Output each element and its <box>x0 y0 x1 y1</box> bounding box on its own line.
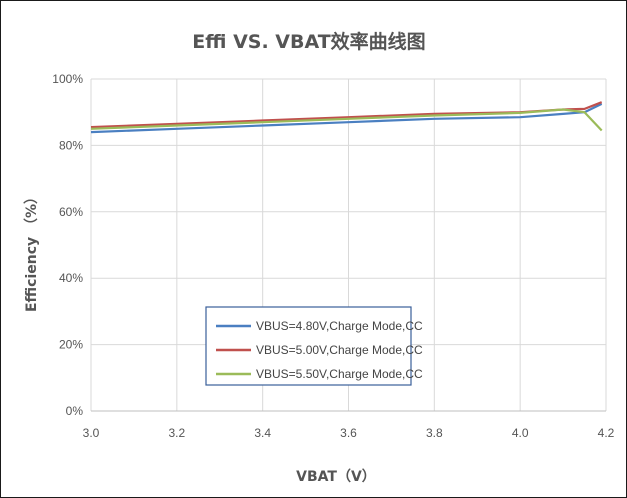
x-axis-title: VBAT（V） <box>296 469 376 485</box>
y-tick-label: 20% <box>59 338 83 352</box>
y-axis-title: Efficiency （%） <box>24 190 40 312</box>
y-tick-label: 0% <box>66 404 84 418</box>
legend-label-1: VBUS=4.80V,Charge Mode,CC <box>256 319 423 333</box>
x-tick-label: 3.2 <box>168 426 185 440</box>
y-tick-label: 40% <box>59 271 83 285</box>
chart-title: Effi VS. VBAT效率曲线图 <box>192 30 425 53</box>
x-tick-label: 3.4 <box>254 426 271 440</box>
x-tick-labels: 3.0 3.2 3.4 3.6 3.8 4.0 4.2 <box>83 426 615 440</box>
legend-box <box>205 306 412 386</box>
x-tick-label: 3.8 <box>426 426 443 440</box>
x-tick-label: 3.6 <box>340 426 357 440</box>
series-lines <box>90 101 603 134</box>
y-tick-label: 100% <box>52 72 83 86</box>
legend-label-3: VBUS=5.50V,Charge Mode,CC <box>256 367 423 381</box>
y-tick-label: 60% <box>59 205 83 219</box>
series-line-3 <box>90 108 603 132</box>
grid <box>90 78 607 412</box>
legend: VBUS=4.80V,Charge Mode,CC VBUS=5.00V,Char… <box>205 306 423 386</box>
series-line-1 <box>90 102 603 134</box>
x-tick-label: 4.2 <box>598 426 615 440</box>
y-tick-label: 80% <box>59 138 83 152</box>
series-line-2 <box>90 101 603 129</box>
y-tick-labels: 0% 20% 40% 60% 80% 100% <box>52 72 83 418</box>
x-tick-label: 3.0 <box>83 426 100 440</box>
legend-label-2: VBUS=5.00V,Charge Mode,CC <box>256 343 423 357</box>
x-tick-label: 4.0 <box>512 426 529 440</box>
